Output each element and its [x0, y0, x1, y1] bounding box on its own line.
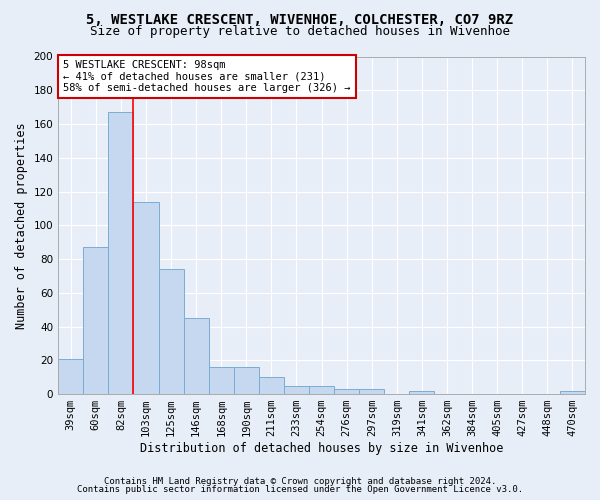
- Text: Contains public sector information licensed under the Open Government Licence v3: Contains public sector information licen…: [77, 485, 523, 494]
- Bar: [133, 202, 158, 394]
- X-axis label: Distribution of detached houses by size in Wivenhoe: Distribution of detached houses by size …: [140, 442, 503, 455]
- Bar: [234, 367, 259, 394]
- Bar: [83, 247, 109, 394]
- Y-axis label: Number of detached properties: Number of detached properties: [15, 122, 28, 328]
- Bar: [560, 390, 585, 394]
- Bar: [184, 318, 209, 394]
- Bar: [209, 367, 234, 394]
- Bar: [109, 112, 133, 394]
- Text: 5, WESTLAKE CRESCENT, WIVENHOE, COLCHESTER, CO7 9RZ: 5, WESTLAKE CRESCENT, WIVENHOE, COLCHEST…: [86, 12, 514, 26]
- Bar: [309, 386, 334, 394]
- Text: Size of property relative to detached houses in Wivenhoe: Size of property relative to detached ho…: [90, 25, 510, 38]
- Bar: [259, 377, 284, 394]
- Text: Contains HM Land Registry data © Crown copyright and database right 2024.: Contains HM Land Registry data © Crown c…: [104, 477, 496, 486]
- Bar: [158, 269, 184, 394]
- Bar: [334, 389, 359, 394]
- Bar: [409, 390, 434, 394]
- Bar: [359, 389, 385, 394]
- Bar: [284, 386, 309, 394]
- Bar: [58, 358, 83, 394]
- Text: 5 WESTLAKE CRESCENT: 98sqm
← 41% of detached houses are smaller (231)
58% of sem: 5 WESTLAKE CRESCENT: 98sqm ← 41% of deta…: [64, 60, 351, 93]
